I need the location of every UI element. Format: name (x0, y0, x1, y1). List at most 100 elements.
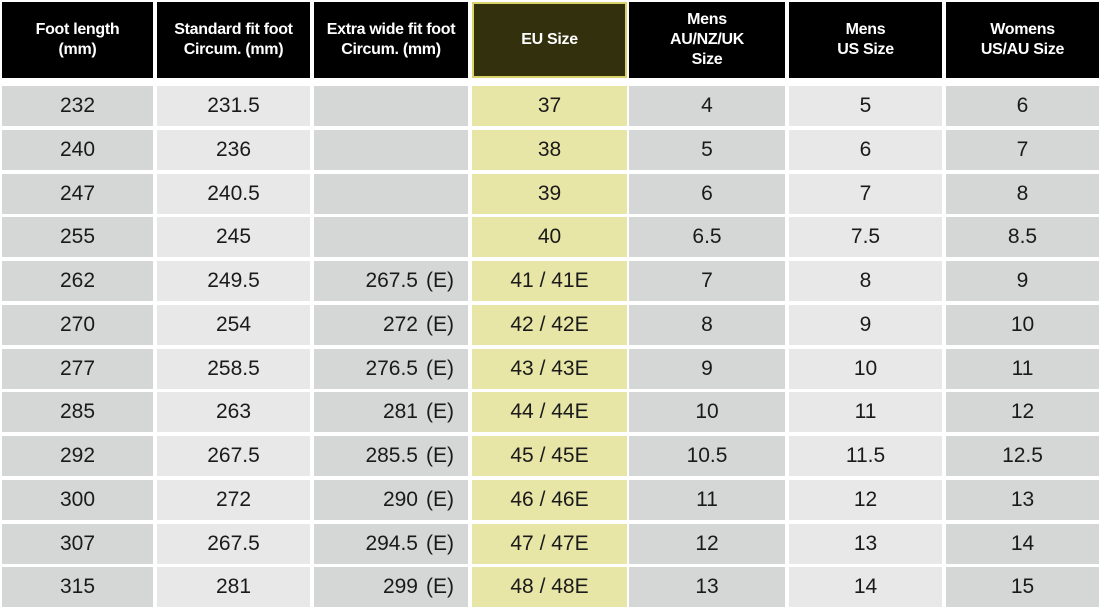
cell-womens-us-au: 13 (946, 480, 1099, 520)
extrawide-value: 272 (382, 313, 418, 336)
cell-mens-us: 13 (789, 524, 942, 564)
cell-womens-us-au: 12.5 (946, 436, 1099, 476)
cell-standard-circum: 272 (157, 480, 310, 520)
cell-foot-length: 270 (2, 305, 153, 345)
header-mens-au-nz-uk: Mens AU/NZ/UK Size (629, 2, 785, 78)
cell-eu-size: 46 / 46E (472, 480, 627, 520)
cell-mens-au-nz-uk: 7 (629, 261, 785, 301)
cell-extrawide-circum: 294.5 (E) (314, 524, 468, 564)
extrawide-value: 299 (382, 575, 418, 598)
cell-standard-circum: 231.5 (157, 86, 310, 126)
cell-foot-length: 247 (2, 174, 153, 214)
header-extrawide-circum: Extra wide fit foot Circum. (mm) (314, 2, 468, 78)
cell-standard-circum: 236 (157, 130, 310, 170)
cell-foot-length: 315 (2, 567, 153, 607)
cell-womens-us-au: 8 (946, 174, 1099, 214)
header-womens-us-au: Womens US/AU Size (946, 2, 1099, 78)
cell-foot-length: 292 (2, 436, 153, 476)
extrawide-marker: (E) (426, 444, 454, 467)
cell-eu-size: 39 (472, 174, 627, 214)
cell-eu-size: 40 (472, 217, 627, 257)
cell-standard-circum: 245 (157, 217, 310, 257)
cell-mens-us: 6 (789, 130, 942, 170)
cell-womens-us-au: 12 (946, 392, 1099, 432)
cell-womens-us-au: 9 (946, 261, 1099, 301)
cell-mens-au-nz-uk: 9 (629, 349, 785, 389)
cell-eu-size: 37 (472, 86, 627, 126)
cell-extrawide-circum: 272 (E) (314, 305, 468, 345)
cell-eu-size: 43 / 43E (472, 349, 627, 389)
cell-mens-au-nz-uk: 6 (629, 174, 785, 214)
cell-mens-au-nz-uk: 4 (629, 86, 785, 126)
cell-mens-au-nz-uk: 10.5 (629, 436, 785, 476)
cell-mens-au-nz-uk: 13 (629, 567, 785, 607)
extrawide-value: 285.5 (365, 444, 418, 467)
extrawide-value: 290 (382, 488, 418, 511)
cell-extrawide-circum: 285.5 (E) (314, 436, 468, 476)
cell-mens-us: 11 (789, 392, 942, 432)
cell-mens-us: 7.5 (789, 217, 942, 257)
cell-womens-us-au: 11 (946, 349, 1099, 389)
cell-eu-size: 41 / 41E (472, 261, 627, 301)
cell-extrawide-circum (314, 86, 468, 126)
extrawide-marker: (E) (426, 400, 454, 423)
cell-eu-size: 47 / 47E (472, 524, 627, 564)
cell-foot-length: 277 (2, 349, 153, 389)
cell-mens-us: 14 (789, 567, 942, 607)
cell-eu-size: 42 / 42E (472, 305, 627, 345)
cell-womens-us-au: 15 (946, 567, 1099, 607)
cell-standard-circum: 254 (157, 305, 310, 345)
header-mens-us: Mens US Size (789, 2, 942, 78)
cell-womens-us-au: 6 (946, 86, 1099, 126)
extrawide-value: 267.5 (365, 269, 418, 292)
cell-standard-circum: 240.5 (157, 174, 310, 214)
cell-foot-length: 285 (2, 392, 153, 432)
cell-standard-circum: 258.5 (157, 349, 310, 389)
cell-mens-us: 8 (789, 261, 942, 301)
extrawide-marker: (E) (426, 575, 454, 598)
cell-extrawide-circum: 267.5 (E) (314, 261, 468, 301)
cell-mens-au-nz-uk: 8 (629, 305, 785, 345)
cell-mens-au-nz-uk: 12 (629, 524, 785, 564)
cell-foot-length: 307 (2, 524, 153, 564)
cell-eu-size: 38 (472, 130, 627, 170)
cell-mens-us: 9 (789, 305, 942, 345)
cell-extrawide-circum: 276.5 (E) (314, 349, 468, 389)
cell-foot-length: 240 (2, 130, 153, 170)
cell-extrawide-circum (314, 174, 468, 214)
extrawide-marker: (E) (426, 313, 454, 336)
cell-standard-circum: 267.5 (157, 436, 310, 476)
cell-standard-circum: 267.5 (157, 524, 310, 564)
cell-foot-length: 232 (2, 86, 153, 126)
cell-mens-us: 5 (789, 86, 942, 126)
cell-womens-us-au: 8.5 (946, 217, 1099, 257)
header-foot-length: Foot length (mm) (2, 2, 153, 78)
cell-extrawide-circum: 281 (E) (314, 392, 468, 432)
cell-foot-length: 300 (2, 480, 153, 520)
cell-mens-us: 11.5 (789, 436, 942, 476)
cell-extrawide-circum (314, 217, 468, 257)
cell-womens-us-au: 7 (946, 130, 1099, 170)
cell-mens-au-nz-uk: 5 (629, 130, 785, 170)
cell-standard-circum: 249.5 (157, 261, 310, 301)
cell-eu-size: 48 / 48E (472, 567, 627, 607)
cell-extrawide-circum: 290 (E) (314, 480, 468, 520)
cell-womens-us-au: 10 (946, 305, 1099, 345)
cell-extrawide-circum (314, 130, 468, 170)
extrawide-marker: (E) (426, 269, 454, 292)
cell-foot-length: 255 (2, 217, 153, 257)
cell-mens-au-nz-uk: 11 (629, 480, 785, 520)
cell-mens-us: 10 (789, 349, 942, 389)
cell-eu-size: 45 / 45E (472, 436, 627, 476)
extrawide-value: 294.5 (365, 532, 418, 555)
header-standard-circum: Standard fit foot Circum. (mm) (157, 2, 310, 78)
cell-eu-size: 44 / 44E (472, 392, 627, 432)
cell-foot-length: 262 (2, 261, 153, 301)
extrawide-value: 276.5 (365, 357, 418, 380)
cell-womens-us-au: 14 (946, 524, 1099, 564)
extrawide-marker: (E) (426, 488, 454, 511)
cell-mens-au-nz-uk: 6.5 (629, 217, 785, 257)
extrawide-value: 281 (382, 400, 418, 423)
cell-standard-circum: 263 (157, 392, 310, 432)
